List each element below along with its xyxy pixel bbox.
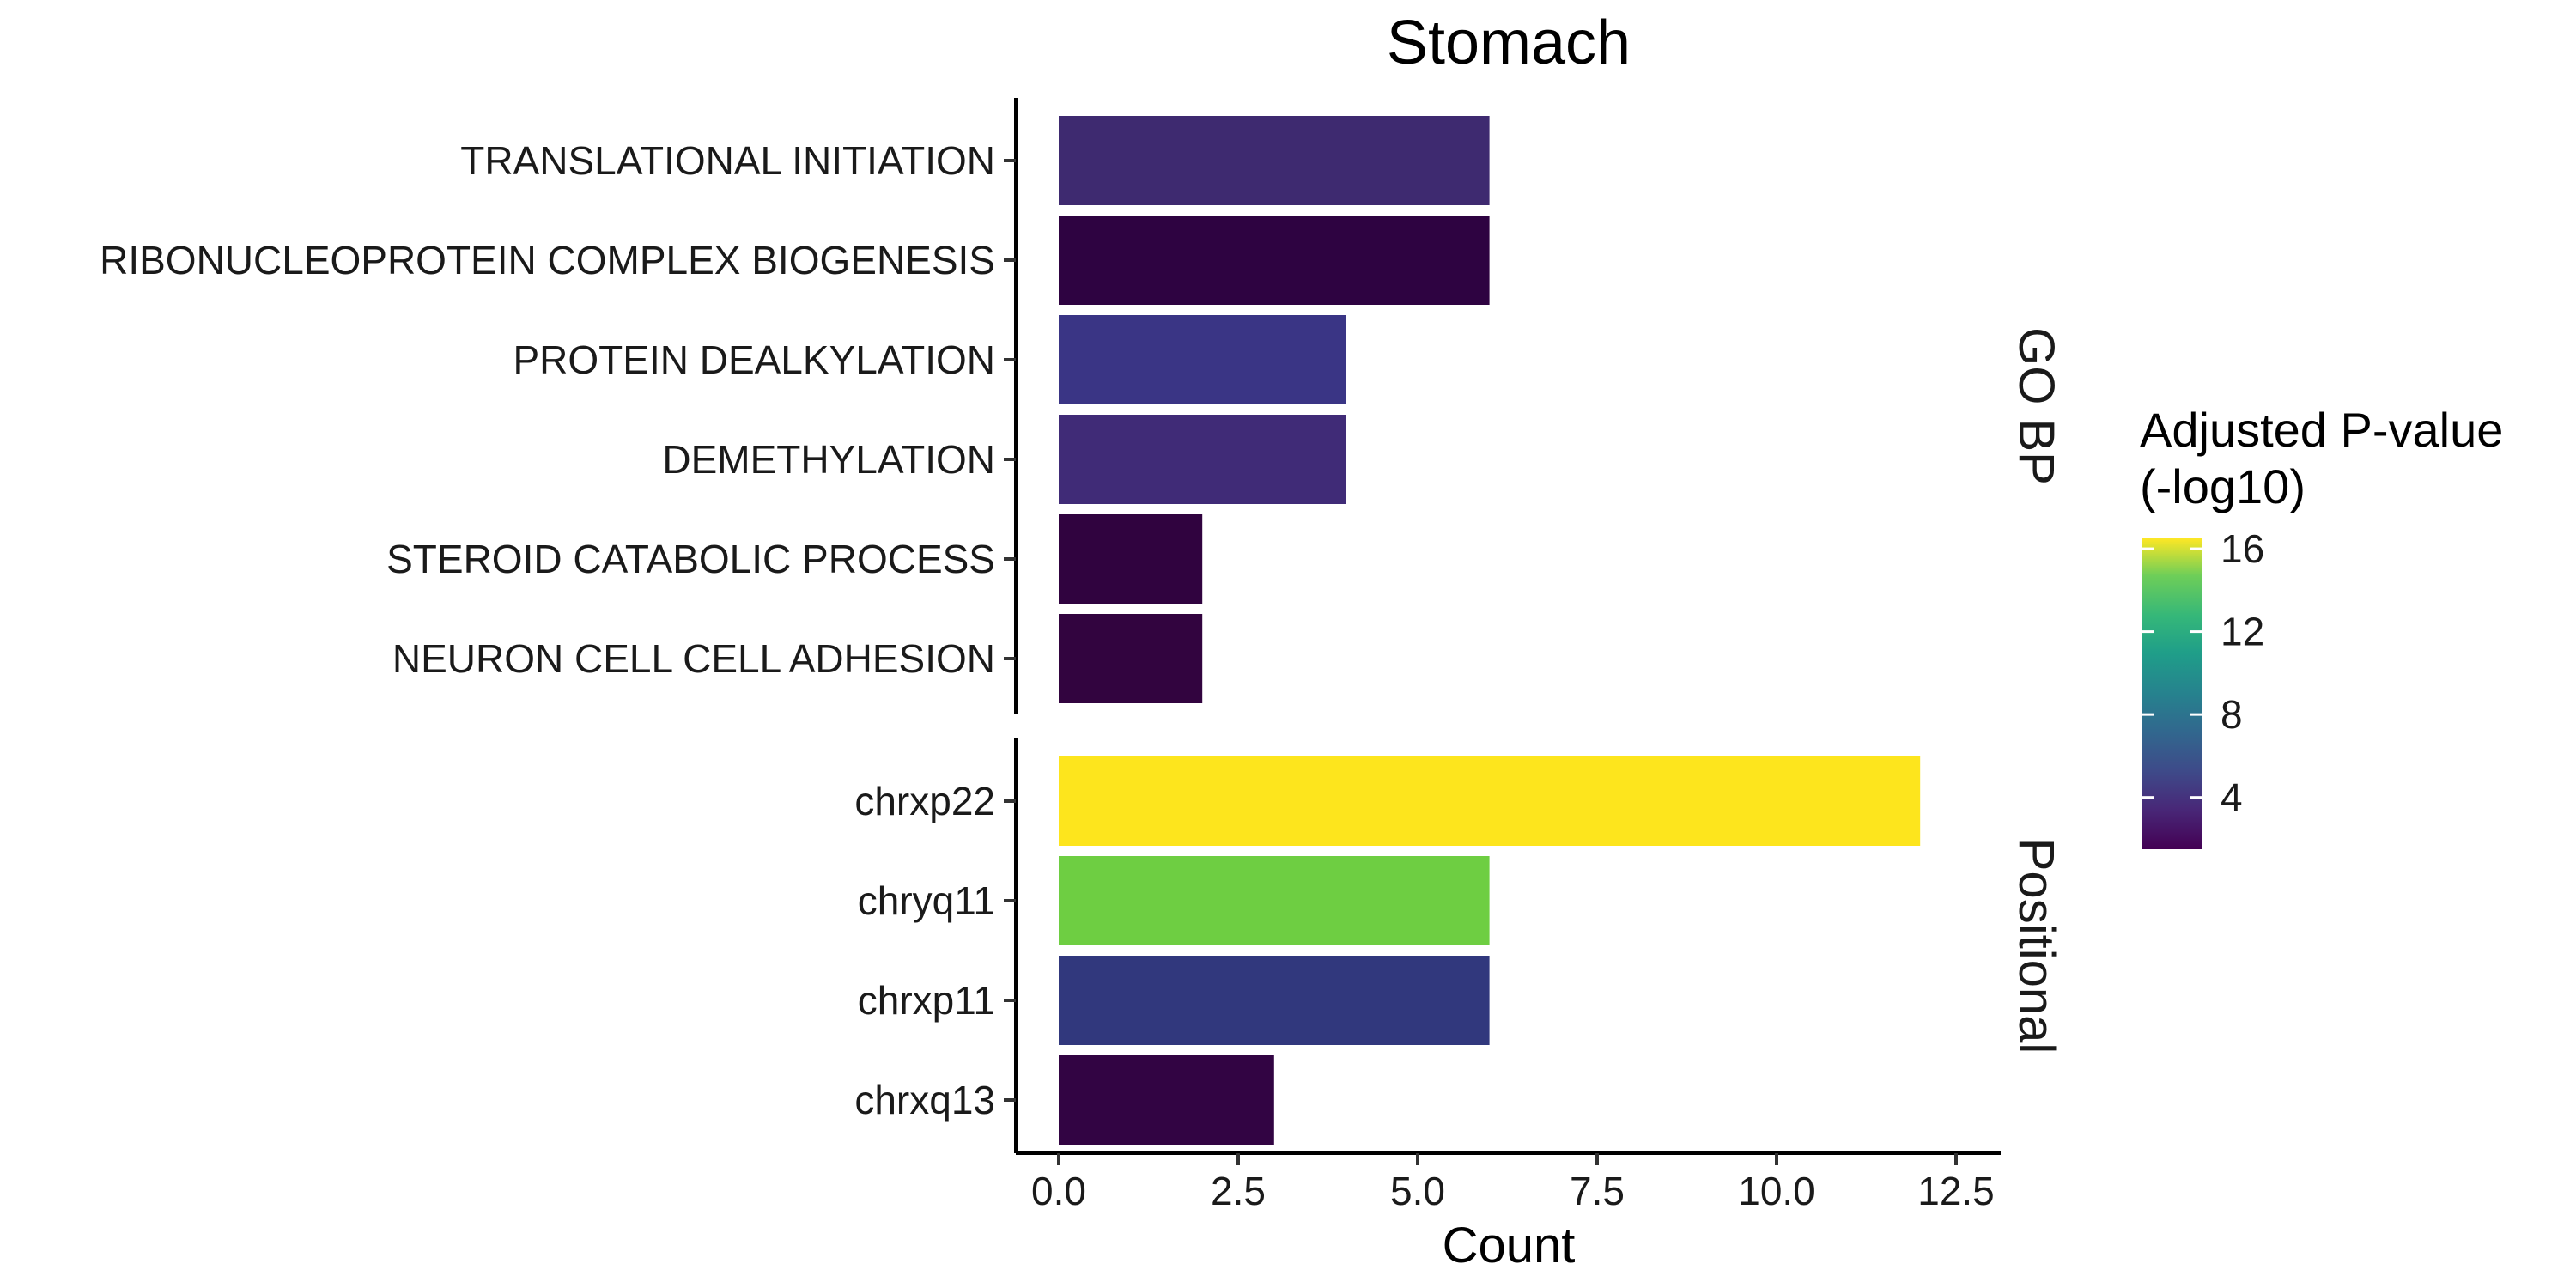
bar-1-1 <box>1059 856 1490 945</box>
bar-1-0 <box>1059 756 1921 846</box>
bar-0-5 <box>1059 614 1203 703</box>
category-label-0-0: TRANSLATIONAL INITIATION <box>460 138 995 183</box>
bar-0-2 <box>1059 315 1346 404</box>
bar-0-4 <box>1059 514 1203 604</box>
legend-colorbar <box>2142 538 2202 849</box>
bar-0-0 <box>1059 116 1490 205</box>
legend-tick-label-1: 8 <box>2221 692 2243 737</box>
panel-1: chrxp22 chryq11 chrxp11 chrxq13 Positional <box>854 738 2064 1153</box>
category-label-0-5: NEURON CELL CELL ADHESION <box>392 636 995 681</box>
legend-tick-label-3: 16 <box>2221 526 2264 571</box>
category-label-1-2: chrxp11 <box>858 978 995 1023</box>
category-label-0-2: PROTEIN DEALKYLATION <box>513 337 995 382</box>
legend-title-line-2: (-log10) <box>2140 459 2306 513</box>
category-label-1-3: chrxq13 <box>854 1078 995 1122</box>
x-tick-label-5: 12.5 <box>1917 1169 1995 1213</box>
x-tick-label-0: 0.0 <box>1031 1169 1086 1213</box>
legend-title-line-1: Adjusted P-value <box>2140 403 2503 457</box>
x-tick-label-4: 10.0 <box>1738 1169 1815 1213</box>
category-label-0-4: STEROID CATABOLIC PROCESS <box>386 537 995 581</box>
category-label-0-3: DEMETHYLATION <box>662 437 995 482</box>
bar-1-2 <box>1059 956 1490 1045</box>
chart-title: Stomach <box>1387 9 1631 77</box>
legend: Adjusted P-value (-log10) 4 8 12 16 <box>2140 403 2503 849</box>
legend-ticks: 4 8 12 16 <box>2142 526 2264 820</box>
category-label-0-1: RIBONUCLEOPROTEIN COMPLEX BIOGENESIS <box>100 238 995 283</box>
panels: TRANSLATIONAL INITIATION RIBONUCLEOPROTEI… <box>100 98 2064 1153</box>
category-label-1-1: chryq11 <box>858 878 995 923</box>
facet-label-1: Positional <box>2008 838 2064 1054</box>
x-axis: 0.0 2.5 5.0 7.5 10.0 12.5 <box>1016 1151 2001 1213</box>
facet-label-0: GO BP <box>2008 327 2064 485</box>
panel-0: TRANSLATIONAL INITIATION RIBONUCLEOPROTEI… <box>100 98 2064 714</box>
category-label-1-0: chrxp22 <box>854 779 995 823</box>
bar-0-3 <box>1059 415 1346 504</box>
bar-0-1 <box>1059 216 1490 305</box>
x-tick-label-2: 5.0 <box>1390 1169 1445 1213</box>
bar-1-3 <box>1059 1055 1274 1145</box>
x-axis-title: Count <box>1443 1218 1576 1273</box>
x-tick-label-1: 2.5 <box>1211 1169 1266 1213</box>
x-tick-label-3: 7.5 <box>1570 1169 1625 1213</box>
legend-tick-label-0: 4 <box>2221 775 2243 820</box>
legend-tick-label-2: 12 <box>2221 610 2264 654</box>
